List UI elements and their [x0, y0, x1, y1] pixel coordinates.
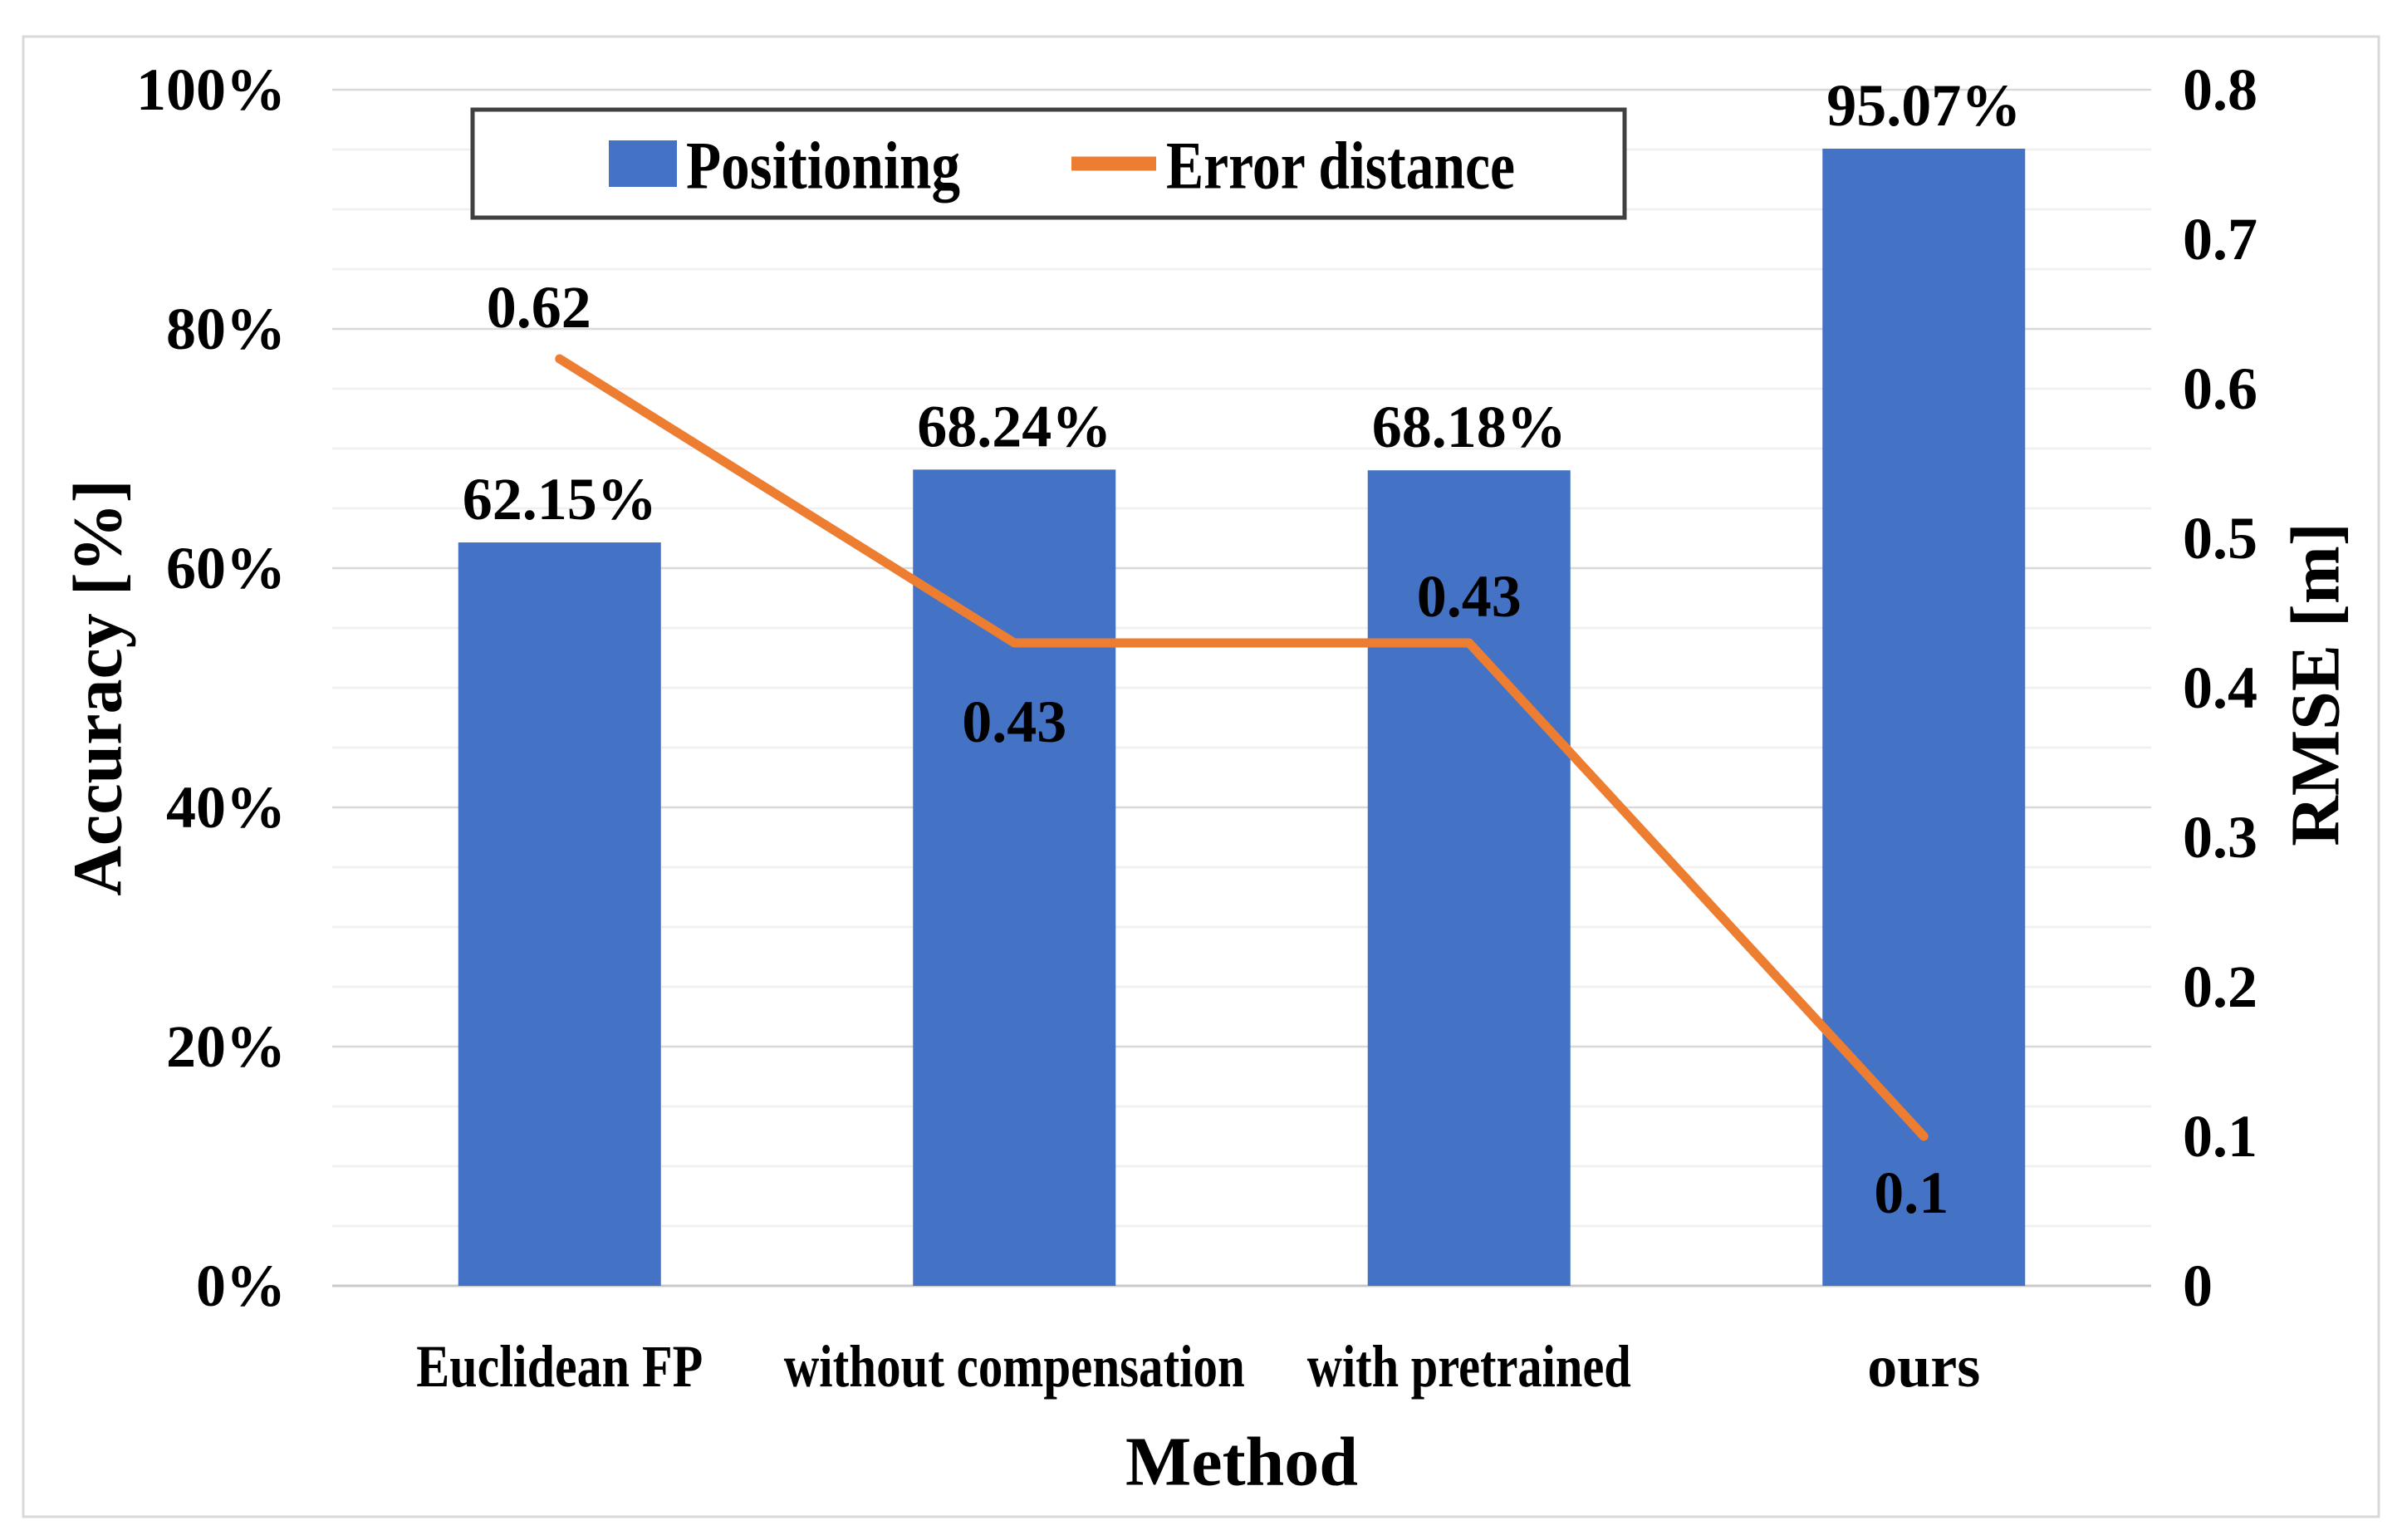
left-axis-title: Accuracy [%]: [60, 479, 137, 895]
left-tick-label: 100%: [136, 56, 286, 123]
bar-series: [458, 148, 2026, 1287]
bar-value-label: 95.07%: [1826, 72, 2021, 139]
left-tick-label: 40%: [166, 774, 286, 841]
right-tick-label: 0.4: [2183, 655, 2257, 721]
legend-label-error-distance: Error distance: [1166, 128, 1515, 204]
right-tick-label: 0.7: [2183, 206, 2257, 272]
bar-value-label: 68.24%: [917, 393, 1111, 459]
category-label-ours: ours: [1867, 1333, 1980, 1400]
right-tick-label: 0.2: [2183, 954, 2257, 1020]
legend: Positioning Error distance: [470, 107, 1627, 220]
left-tick-label: 0%: [196, 1253, 286, 1319]
line-value-label: 0.1: [1874, 1160, 1949, 1226]
right-axis-ticks: 0.8 0.7 0.6 0.5 0.4 0.3 0.2 0.1 0: [2183, 56, 2257, 1319]
legend-label-positioning: Positioning: [686, 128, 960, 204]
bar-with-pretrained: [1367, 470, 1571, 1286]
left-tick-label: 20%: [166, 1013, 286, 1080]
category-labels: Euclidean FP without compensation with pre…: [416, 1333, 1980, 1400]
right-tick-label: 0: [2183, 1253, 2213, 1319]
right-tick-label: 0.5: [2183, 505, 2257, 571]
line-value-labels: 0.62 0.43 0.43 0.1: [487, 274, 1949, 1226]
line-series: [555, 354, 1929, 1141]
category-label-with-pretrained: with pretrained: [1307, 1333, 1631, 1400]
line-value-label: 0.43: [962, 689, 1066, 755]
bar-value-label: 62.15%: [463, 466, 657, 532]
category-label-without-compensation: without compensation: [784, 1333, 1245, 1400]
left-tick-label: 80%: [166, 296, 286, 362]
legend-bar-swatch: [609, 140, 677, 187]
bar-value-label: 68.18%: [1372, 394, 1566, 460]
right-tick-label: 0.6: [2183, 356, 2257, 422]
left-axis-ticks: 100% 80% 60% 40% 20% 0%: [136, 56, 286, 1319]
right-tick-label: 0.1: [2183, 1103, 2257, 1170]
right-tick-label: 0.3: [2183, 804, 2257, 871]
category-label-euclidean-fp: Euclidean FP: [416, 1333, 703, 1400]
bar-euclidean-fp: [458, 542, 661, 1286]
line-value-label: 0.62: [487, 274, 591, 341]
error-distance-line: [555, 354, 1929, 1141]
bar-value-labels: 62.15% 68.24% 68.18% 95.07%: [463, 72, 2022, 532]
x-axis-title: Method: [1125, 1424, 1358, 1501]
right-tick-label: 0.8: [2183, 56, 2257, 123]
bar-ours: [1822, 148, 2026, 1287]
line-value-label: 0.43: [1417, 563, 1522, 630]
chart-border: [22, 35, 2380, 1518]
right-axis-title: RMSE [m]: [2277, 522, 2355, 846]
left-tick-label: 60%: [166, 535, 286, 601]
bar-without-compensation: [913, 469, 1116, 1286]
